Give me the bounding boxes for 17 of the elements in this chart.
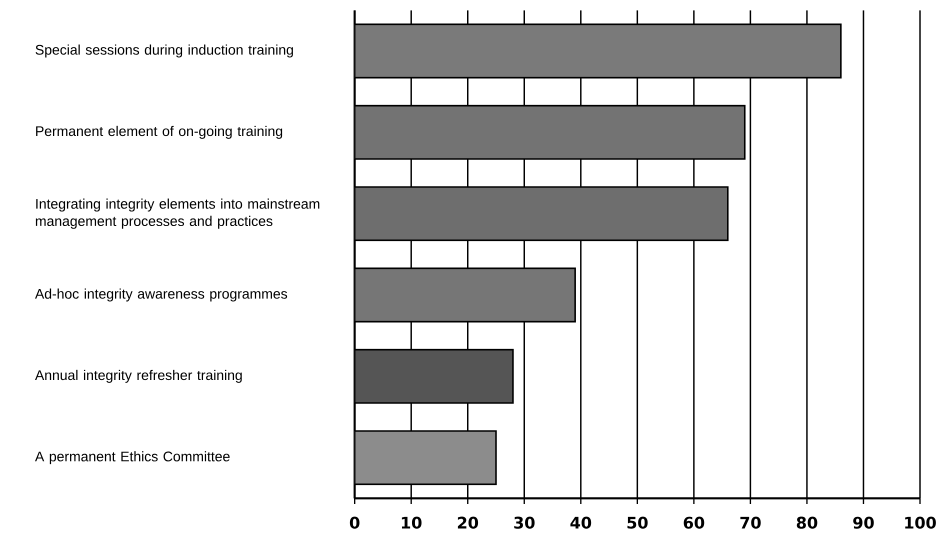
y-tick-label: Annual integrity refresher training [34, 370, 242, 383]
x-tick-label: 70 [740, 516, 761, 529]
x-tick-label: 90 [853, 516, 874, 529]
x-tick-label: 40 [570, 516, 592, 529]
x-tick-label: 10 [402, 516, 422, 529]
y-tick-label: Special sessions during induction training [36, 44, 293, 58]
x-tick-label: 30 [514, 516, 535, 529]
y-tick-label: Ad-hoc integrity awareness programmes [34, 288, 288, 302]
y-tick-label: A permanent Ethics Committee [34, 451, 230, 464]
x-tick-label: 100 [905, 516, 936, 529]
x-tick-label: 60 [684, 516, 704, 529]
y-tick-label: Permanent element of on-going training [36, 126, 282, 139]
x-tick-label: 20 [458, 516, 478, 529]
y-tick-label: Integrating integrity elements into mainstream management processes and practices [36, 198, 320, 229]
x-tick-label: 80 [796, 516, 818, 529]
x-tick-label: 50 [627, 516, 648, 529]
x-tick-label: 0 [350, 516, 360, 529]
